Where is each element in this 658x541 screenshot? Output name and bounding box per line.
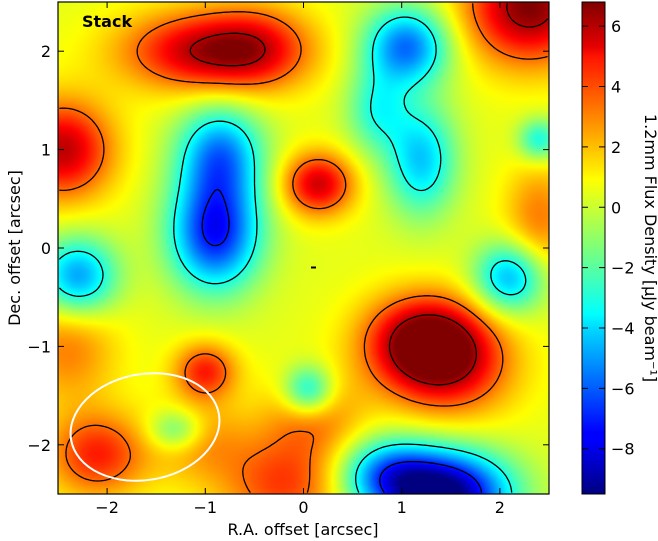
contour-level-2 [58, 16, 527, 493]
x-tick-label: −2 [95, 498, 119, 517]
colorbar-tick-label: −6 [611, 379, 635, 398]
colorbar-gradient [581, 1, 606, 495]
x-tick-label: −1 [194, 498, 218, 517]
x-tick-label: 2 [495, 498, 505, 517]
y-tick-label: −2 [27, 436, 51, 455]
colorbar-tick-label: 0 [611, 198, 621, 217]
contour-level-3 [201, 188, 483, 494]
colorbar-tick-label: 4 [611, 78, 621, 97]
x-tick-label: 1 [397, 498, 407, 517]
colorbar: 6 4 2 0 −2 −4 −6 −8 1.2mm Flux Density [μJy bea… [581, 1, 658, 495]
beam-ellipse [69, 372, 221, 482]
colorbar-tick-label: −2 [611, 259, 635, 278]
x-tick-label: 0 [298, 498, 308, 517]
contour-level-0 [59, 3, 548, 493]
contour-lines [58, 3, 549, 494]
y-axis: −2 −1 0 1 2 [27, 42, 549, 455]
colorbar-tick-label: −8 [611, 440, 635, 459]
plot-area: Stack [57, 1, 550, 495]
panel-label: Stack [82, 12, 132, 31]
y-axis-label: Dec. offset [arcsec] [5, 170, 24, 326]
colorbar-tick-label: 2 [611, 138, 621, 157]
contour-level-1 [189, 3, 549, 386]
y-tick-label: 2 [41, 42, 51, 61]
y-tick-label: −1 [27, 337, 51, 356]
x-axis: −2 −1 0 1 2 [95, 2, 505, 517]
colorbar-label: 1.2mm Flux Density [μJy beam⁻¹] [641, 114, 658, 382]
flux-heatmap-image [58, 2, 549, 494]
colorbar-tick-label: 6 [611, 17, 621, 36]
y-tick-label: 0 [41, 239, 51, 258]
x-axis-label: R.A. offset [arcsec] [227, 520, 378, 539]
y-tick-label: 1 [41, 141, 51, 160]
colorbar-ticks: 6 4 2 0 −2 −4 −6 −8 [582, 17, 635, 459]
colorbar-tick-label: −4 [611, 319, 635, 338]
